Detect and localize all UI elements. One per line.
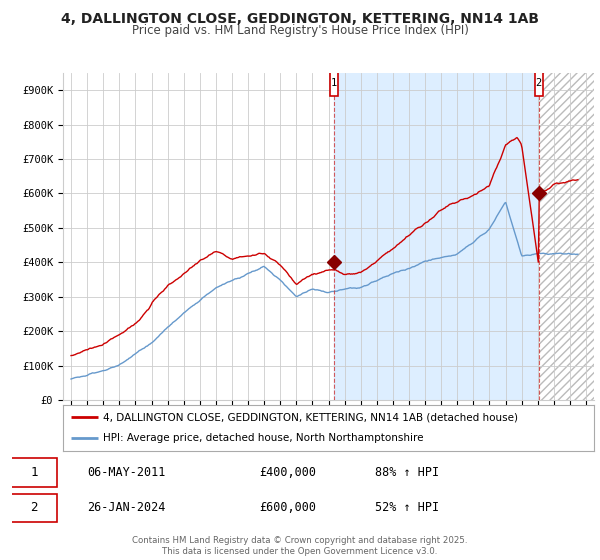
Text: Price paid vs. HM Land Registry's House Price Index (HPI): Price paid vs. HM Land Registry's House … [131,24,469,36]
Text: 06-MAY-2011: 06-MAY-2011 [87,466,165,479]
FancyBboxPatch shape [330,70,338,96]
Text: 2: 2 [536,78,542,88]
Text: HPI: Average price, detached house, North Northamptonshire: HPI: Average price, detached house, Nort… [103,433,424,444]
Text: 4, DALLINGTON CLOSE, GEDDINGTON, KETTERING, NN14 1AB (detached house): 4, DALLINGTON CLOSE, GEDDINGTON, KETTERI… [103,412,518,422]
FancyBboxPatch shape [11,459,57,487]
Text: 26-JAN-2024: 26-JAN-2024 [87,501,165,515]
Text: £600,000: £600,000 [260,501,317,515]
Text: 1: 1 [331,78,337,88]
FancyBboxPatch shape [11,494,57,522]
Bar [539,73,594,400]
Text: 88% ↑ HPI: 88% ↑ HPI [375,466,439,479]
Text: Contains HM Land Registry data © Crown copyright and database right 2025.
This d: Contains HM Land Registry data © Crown c… [132,536,468,556]
Bar [334,73,539,400]
Bar [539,73,594,400]
FancyBboxPatch shape [535,70,543,96]
Text: 1: 1 [30,466,38,479]
Text: £400,000: £400,000 [260,466,317,479]
Text: 2: 2 [30,501,38,515]
Text: 4, DALLINGTON CLOSE, GEDDINGTON, KETTERING, NN14 1AB: 4, DALLINGTON CLOSE, GEDDINGTON, KETTERI… [61,12,539,26]
Text: 52% ↑ HPI: 52% ↑ HPI [375,501,439,515]
